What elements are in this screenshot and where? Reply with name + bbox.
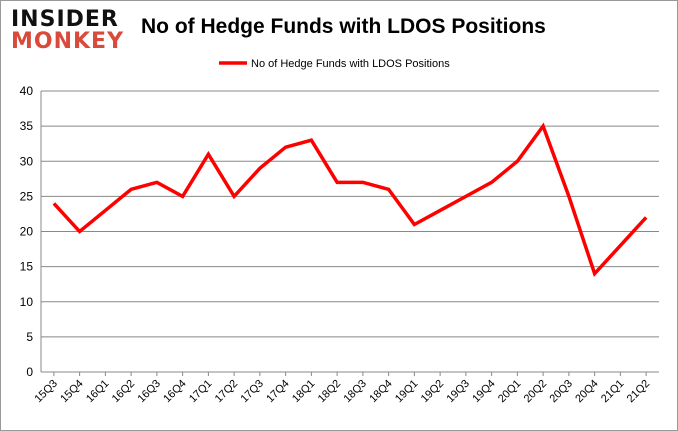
x-tick-label: 20Q2 bbox=[522, 378, 550, 406]
y-tick-label: 10 bbox=[20, 295, 34, 309]
x-tick-label: 16Q3 bbox=[135, 378, 163, 406]
y-tick-label: 0 bbox=[26, 365, 33, 379]
x-tick-label: 21Q2 bbox=[625, 378, 653, 406]
y-tick-label: 25 bbox=[20, 189, 34, 203]
x-tick-label: 20Q3 bbox=[547, 378, 575, 406]
y-tick-label: 20 bbox=[20, 225, 34, 239]
y-tick-label: 30 bbox=[20, 154, 34, 168]
x-tick-label: 16Q2 bbox=[110, 378, 138, 406]
x-tick-label: 20Q1 bbox=[496, 378, 524, 406]
y-tick-label: 35 bbox=[20, 119, 34, 133]
x-tick-label: 20Q4 bbox=[573, 378, 601, 406]
x-tick-label: 15Q3 bbox=[32, 378, 60, 406]
x-tick-label: 17Q2 bbox=[213, 378, 241, 406]
x-tick-label: 18Q3 bbox=[341, 378, 369, 406]
x-tick-label: 19Q4 bbox=[470, 378, 498, 406]
x-tick-label: 19Q2 bbox=[419, 378, 447, 406]
x-tick-label: 15Q4 bbox=[58, 378, 86, 406]
x-tick-label: 18Q2 bbox=[316, 378, 344, 406]
x-tick-label: 19Q1 bbox=[393, 378, 421, 406]
x-tick-label: 17Q3 bbox=[238, 378, 266, 406]
legend-label: No of Hedge Funds with LDOS Positions bbox=[251, 58, 450, 70]
x-tick-label: 21Q1 bbox=[599, 378, 627, 406]
x-tick-label: 18Q4 bbox=[367, 378, 395, 406]
insider-monkey-logo: INSIDER MONKEY bbox=[11, 7, 125, 54]
x-tick-label: 16Q1 bbox=[84, 378, 112, 406]
x-tick-label: 17Q1 bbox=[187, 378, 215, 406]
x-tick-label: 18Q1 bbox=[290, 378, 318, 406]
y-tick-label: 40 bbox=[20, 84, 34, 98]
x-tick-label: 17Q4 bbox=[264, 378, 292, 406]
chart-title: No of Hedge Funds with LDOS Positions bbox=[141, 15, 546, 38]
y-tick-label: 15 bbox=[20, 260, 34, 274]
series-line bbox=[52, 122, 648, 278]
y-tick-label: 5 bbox=[26, 330, 33, 344]
x-tick-label: 19Q3 bbox=[444, 378, 472, 406]
x-tick-label: 16Q4 bbox=[161, 378, 189, 406]
